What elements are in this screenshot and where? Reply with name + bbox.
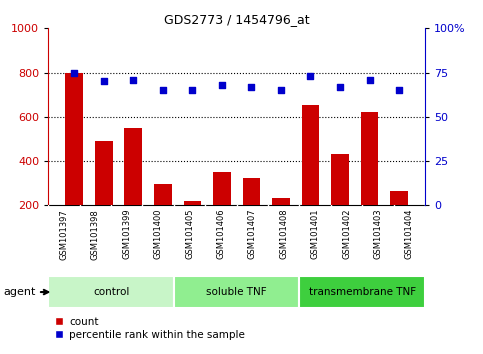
Point	[336, 84, 344, 90]
Point	[277, 87, 285, 93]
Point	[71, 70, 78, 75]
Text: soluble TNF: soluble TNF	[206, 287, 267, 297]
Point	[366, 77, 373, 82]
Bar	[299, 276, 425, 308]
Bar	[154, 184, 172, 250]
Text: GSM101405: GSM101405	[185, 209, 194, 259]
Text: control: control	[93, 287, 129, 297]
Point	[159, 87, 167, 93]
Bar	[242, 178, 260, 250]
Bar	[331, 154, 349, 250]
Point	[129, 77, 137, 82]
Bar	[361, 113, 378, 250]
Bar	[272, 198, 290, 250]
Title: GDS2773 / 1454796_at: GDS2773 / 1454796_at	[164, 13, 310, 26]
Text: GSM101399: GSM101399	[122, 209, 131, 259]
Bar	[125, 128, 142, 250]
Text: GSM101400: GSM101400	[154, 209, 163, 259]
Bar	[174, 276, 299, 308]
Point	[395, 87, 403, 93]
Text: GSM101403: GSM101403	[373, 209, 383, 259]
Text: GSM101408: GSM101408	[279, 209, 288, 259]
Bar	[213, 172, 231, 250]
Text: agent: agent	[3, 287, 48, 297]
Text: GSM101397: GSM101397	[59, 209, 69, 259]
Legend: count, percentile rank within the sample: count, percentile rank within the sample	[54, 317, 245, 340]
Bar	[65, 73, 83, 250]
Point	[248, 84, 256, 90]
Point	[218, 82, 226, 88]
Text: GSM101402: GSM101402	[342, 209, 351, 259]
Text: GSM101401: GSM101401	[311, 209, 320, 259]
Text: GSM101398: GSM101398	[91, 209, 100, 259]
Bar	[95, 141, 113, 250]
Point	[100, 79, 108, 84]
Text: GSM101404: GSM101404	[405, 209, 414, 259]
Text: transmembrane TNF: transmembrane TNF	[309, 287, 416, 297]
Text: GSM101406: GSM101406	[216, 209, 226, 259]
Bar	[48, 276, 174, 308]
Bar	[390, 191, 408, 250]
Text: GSM101407: GSM101407	[248, 209, 257, 259]
Point	[307, 73, 314, 79]
Bar	[184, 201, 201, 250]
Point	[188, 87, 196, 93]
Bar	[301, 105, 319, 250]
